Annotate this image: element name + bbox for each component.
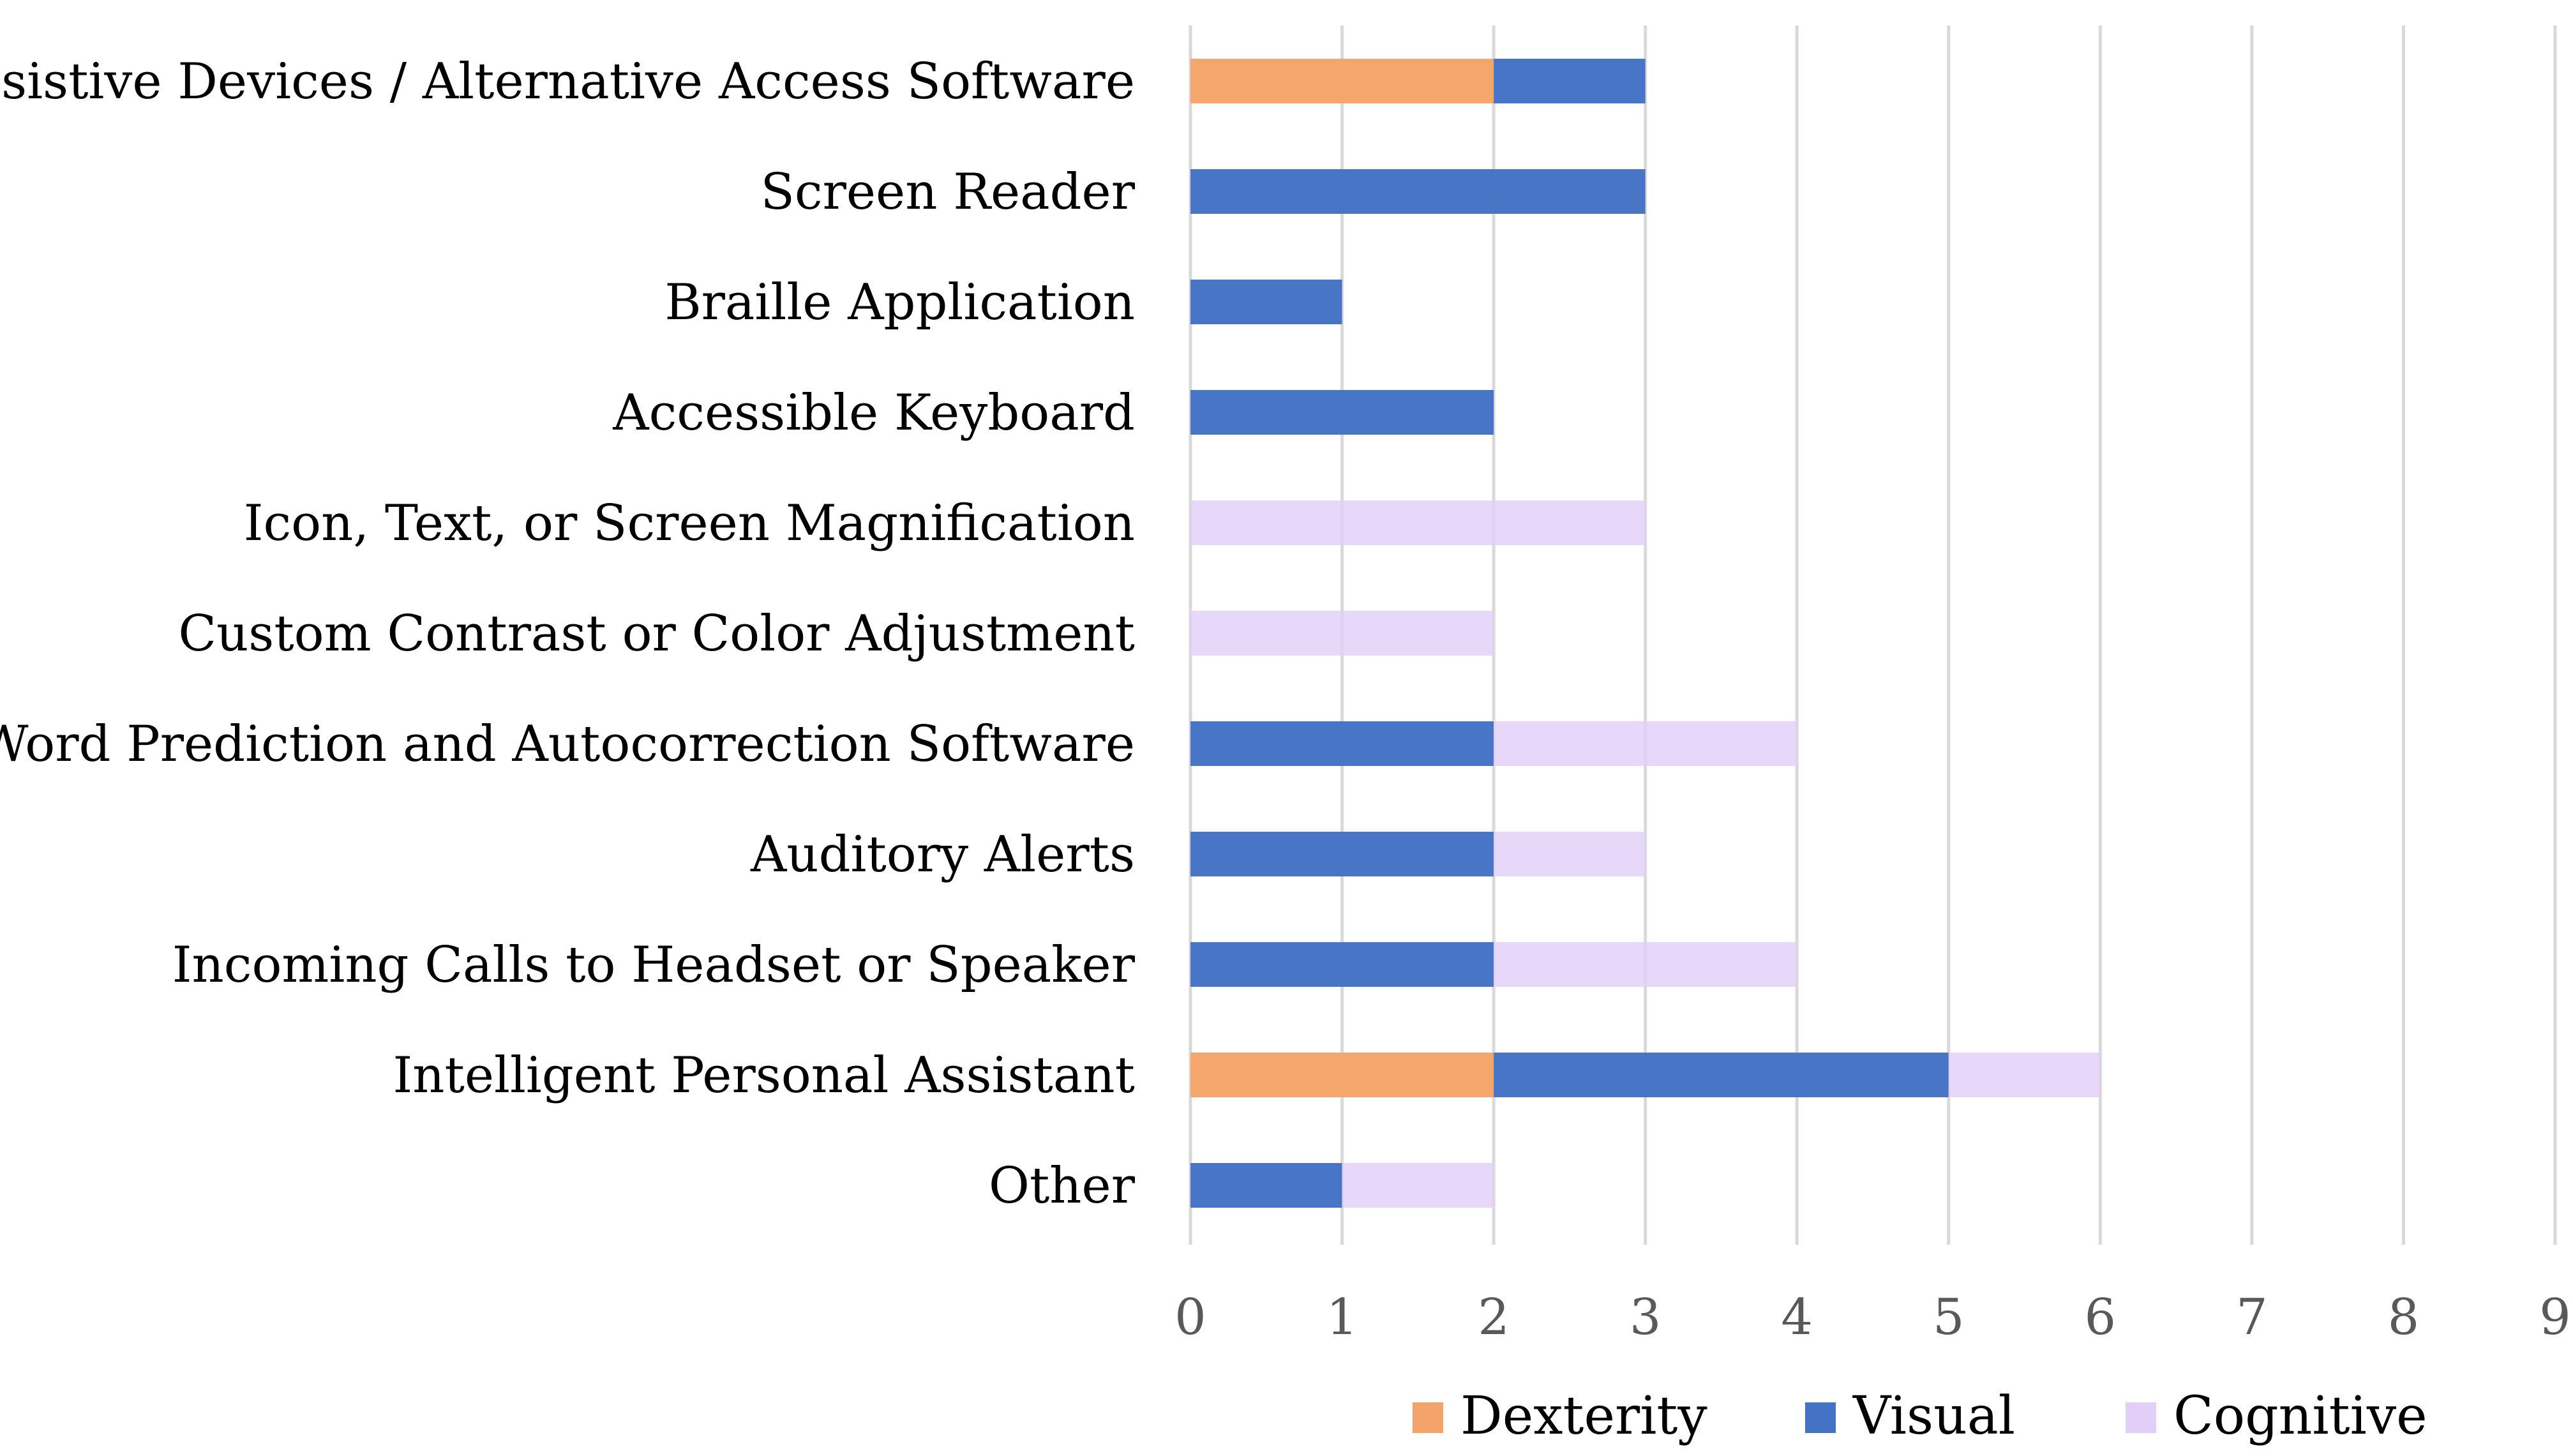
x-axis-ticks: 0 1 2 3 4 5 6 7 8 9 bbox=[1174, 1289, 2571, 1346]
x-tick-label: 4 bbox=[1781, 1289, 1813, 1346]
legend-label-dexterity: Dexterity bbox=[1460, 1386, 1707, 1446]
x-tick-label: 7 bbox=[2236, 1289, 2268, 1346]
bar-cognitive-intelligent-personal-assistant bbox=[1948, 1053, 2101, 1097]
category-labels: Assistive Devices / Alternative Access S… bbox=[0, 53, 1136, 1215]
bar-cognitive-custom-contrast-or-color-adjustment bbox=[1190, 611, 1494, 656]
bar-visual-screen-reader bbox=[1190, 169, 1646, 214]
x-tick-label: 0 bbox=[1174, 1289, 1206, 1346]
bar-visual-word-prediction-and-autocorrection-software bbox=[1190, 721, 1494, 766]
bar-visual-braille-application bbox=[1190, 280, 1342, 324]
bar-visual-other bbox=[1190, 1163, 1342, 1208]
category-label-custom-contrast-or-color-adjustment: Custom Contrast or Color Adjustment bbox=[178, 605, 1135, 663]
category-label-auditory-alerts: Auditory Alerts bbox=[750, 826, 1135, 883]
category-label-word-prediction-and-autocorrection-software: Word Prediction and Autocorrection Softw… bbox=[0, 716, 1135, 773]
x-tick-label: 6 bbox=[2085, 1289, 2117, 1346]
bar-visual-assistive-devices-alternative-access-software bbox=[1494, 59, 1646, 103]
category-label-intelligent-personal-assistant: Intelligent Personal Assistant bbox=[393, 1047, 1135, 1104]
bar-visual-incoming-calls-to-headset-or-speaker bbox=[1190, 942, 1494, 987]
bars bbox=[1190, 59, 2101, 1208]
bar-cognitive-incoming-calls-to-headset-or-speaker bbox=[1494, 942, 1797, 987]
bar-cognitive-word-prediction-and-autocorrection-software bbox=[1494, 721, 1797, 766]
x-tick-label: 5 bbox=[1933, 1289, 1965, 1346]
legend-label-visual: Visual bbox=[1852, 1386, 2015, 1446]
category-label-assistive-devices-alternative-access-software: Assistive Devices / Alternative Access S… bbox=[0, 53, 1135, 110]
gridlines bbox=[1189, 26, 2557, 1245]
category-label-braille-application: Braille Application bbox=[664, 274, 1135, 331]
x-tick-label: 8 bbox=[2388, 1289, 2420, 1346]
x-tick-label: 1 bbox=[1326, 1289, 1358, 1346]
category-label-icon-text-or-screen-magnification: Icon, Text, or Screen Magnification bbox=[244, 495, 1135, 552]
category-label-incoming-calls-to-headset-or-speaker: Incoming Calls to Headset or Speaker bbox=[172, 936, 1136, 994]
category-label-screen-reader: Screen Reader bbox=[760, 163, 1135, 221]
category-label-other: Other bbox=[989, 1157, 1136, 1215]
x-tick-label: 3 bbox=[1630, 1289, 1662, 1346]
legend-swatch-dexterity bbox=[1413, 1402, 1443, 1433]
category-label-accessible-keyboard: Accessible Keyboard bbox=[612, 384, 1135, 442]
bar-visual-intelligent-personal-assistant bbox=[1494, 1053, 1949, 1097]
x-tick-label: 2 bbox=[1478, 1289, 1510, 1346]
legend-swatch-visual bbox=[1805, 1402, 1836, 1433]
bar-cognitive-icon-text-or-screen-magnification bbox=[1190, 500, 1646, 545]
x-tick-label: 9 bbox=[2539, 1289, 2571, 1346]
bar-dexterity-assistive-devices-alternative-access-software bbox=[1190, 59, 1494, 103]
bar-dexterity-intelligent-personal-assistant bbox=[1190, 1053, 1494, 1097]
bar-cognitive-auditory-alerts bbox=[1494, 832, 1646, 876]
bar-visual-accessible-keyboard bbox=[1190, 390, 1494, 435]
bar-cognitive-other bbox=[1342, 1163, 1494, 1208]
legend: Dexterity Visual Cognitive bbox=[1413, 1386, 2427, 1446]
legend-label-cognitive: Cognitive bbox=[2173, 1386, 2427, 1446]
bar-visual-auditory-alerts bbox=[1190, 832, 1494, 876]
legend-swatch-cognitive bbox=[2126, 1402, 2156, 1433]
